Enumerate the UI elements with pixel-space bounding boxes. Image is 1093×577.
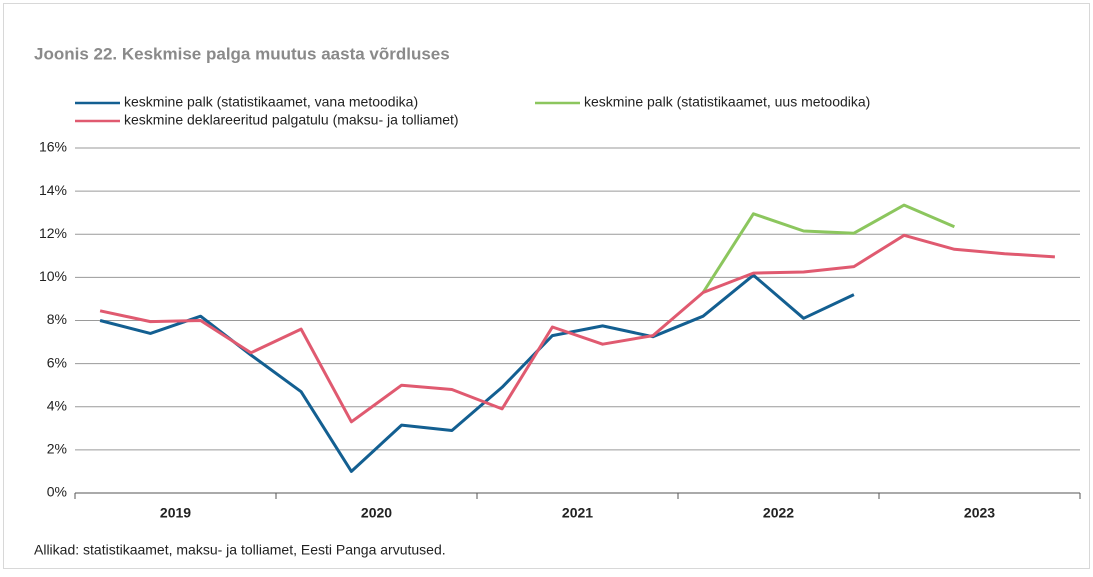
y-tick-label: 16%	[39, 139, 67, 155]
y-tick-label: 2%	[47, 441, 67, 457]
frame	[3, 3, 1090, 569]
series-line	[701, 203, 955, 294]
y-tick-label: 6%	[47, 354, 67, 370]
y-tick-label: 12%	[39, 225, 67, 241]
y-tick-label: 14%	[39, 182, 67, 198]
x-tick-label: 2019	[160, 505, 191, 521]
legend-label: keskmine palk (statistikaamet, vana meto…	[124, 94, 418, 110]
x-tick-label: 2023	[964, 505, 995, 521]
source: Allikad: statistikaamet, maksu- ja tolli…	[34, 542, 446, 558]
series-line	[99, 273, 855, 473]
y-tick-label: 10%	[39, 268, 67, 284]
chart-title: Joonis 22. Keskmise palga muutus aasta v…	[34, 44, 450, 63]
legend-label: keskmine deklareeritud palgatulu (maksu-…	[124, 112, 459, 128]
y-tick-label: 4%	[47, 397, 67, 413]
x-tick-label: 2022	[763, 505, 794, 521]
y-tick-label: 8%	[47, 311, 67, 327]
legend-label: keskmine palk (statistikaamet, uus metoo…	[584, 94, 870, 110]
x-tick-label: 2021	[562, 505, 593, 521]
series-line	[99, 233, 1055, 424]
y-tick-label: 0%	[47, 484, 67, 500]
x-tick-label: 2020	[361, 505, 392, 521]
